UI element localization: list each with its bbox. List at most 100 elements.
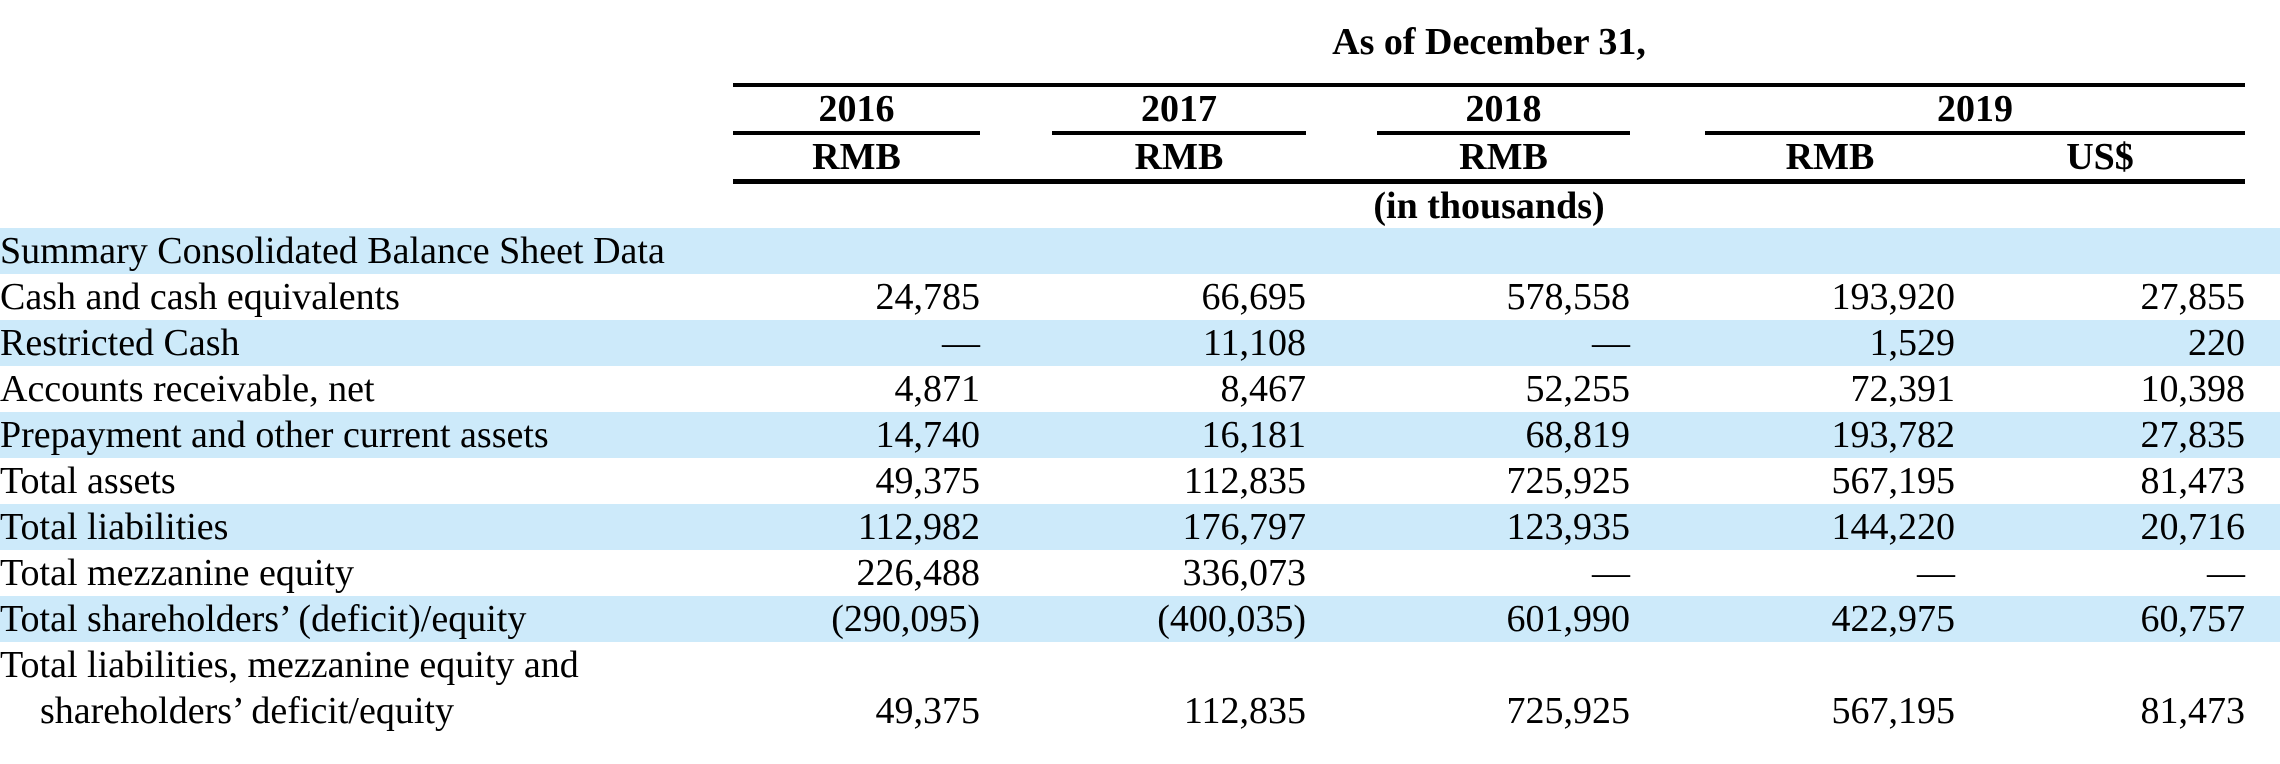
header-date-line: As of December 31, [733, 0, 2246, 87]
cell-value: 49,375 [875, 460, 981, 502]
year-column-2019: 2019 [1705, 85, 2246, 135]
cell-value: 10,398 [2140, 368, 2246, 410]
column-gap [1306, 320, 1377, 366]
cell-value: 226,488 [856, 552, 981, 594]
cell-value: 336,073 [1182, 552, 1307, 594]
row-label: Prepayment and other current assets [0, 412, 733, 458]
row-filler-cell [2245, 642, 2280, 734]
column-gap [1630, 412, 1705, 458]
column-gap [1306, 133, 1377, 184]
table-row-accounts-receivable: Accounts receivable, net 4,871 8,467 52,… [0, 366, 2280, 412]
unit-label-2019-rmb: RMB [1705, 133, 1955, 184]
table-row-total-shareholders-equity: Total shareholders’ (deficit)/equity (29… [0, 596, 2280, 642]
cell-value: 567,195 [1831, 460, 1956, 502]
column-gap [1630, 504, 1705, 550]
table-row-prepayment: Prepayment and other current assets 14,7… [0, 412, 2280, 458]
header-empty-cell [0, 0, 733, 85]
header-filler-cell [2245, 182, 2280, 229]
cell-value: 112,835 [1183, 460, 1306, 502]
header-filler-cell [2245, 0, 2280, 85]
scale-note: (in thousands) [1373, 185, 1605, 227]
cell-value: — [2207, 552, 2246, 594]
column-gap [1630, 133, 1705, 184]
cell-value: 27,855 [2140, 276, 2246, 318]
row-filler-cell [2245, 504, 2280, 550]
cell-value: 8,467 [1220, 368, 1307, 410]
column-gap [1306, 412, 1377, 458]
row-label: Total assets [0, 460, 176, 502]
cell-value: 193,782 [1705, 412, 1955, 458]
cell-value: — [1917, 552, 1955, 594]
section-title-row: Summary Consolidated Balance Sheet Data [0, 228, 2280, 274]
cell-value: — [1592, 552, 1630, 594]
row-filler-cell [2245, 320, 2280, 366]
row-label: Cash and cash equivalents [0, 276, 400, 318]
column-gap [1306, 366, 1377, 412]
cell-value: 725,925 [1506, 690, 1631, 732]
cell-value: 567,195 [1831, 690, 1956, 732]
cell-value: 112,835 [1183, 690, 1306, 732]
header-units-row: RMB RMB RMB RMB US$ [0, 133, 2280, 184]
cell-value: 578,558 [1506, 276, 1631, 318]
unit-label-2019-usd: US$ [1955, 133, 2246, 184]
row-filler-cell [2245, 550, 2280, 596]
header-empty-cell [0, 182, 733, 229]
row-label-line1: Total liabilities, mezzanine equity and [0, 644, 579, 686]
unit-label-2018-rmb: RMB [1377, 133, 1630, 184]
column-gap [980, 504, 1052, 550]
column-gap [1630, 85, 1705, 133]
column-gap [1306, 550, 1377, 596]
cell-value: (400,035) [1052, 596, 1306, 642]
column-gap [1306, 274, 1377, 320]
cell-value: 68,819 [1377, 412, 1630, 458]
column-gap [1306, 85, 1377, 133]
row-filler-cell [2245, 412, 2280, 458]
cell-value: 193,920 [1831, 276, 1956, 318]
balance-sheet-table: As of December 31, 2016 2017 2018 2019 R… [0, 0, 2280, 734]
column-gap [980, 85, 1052, 133]
column-gap [980, 642, 1052, 734]
cell-value: 4,871 [894, 368, 981, 410]
row-label: Accounts receivable, net [0, 368, 375, 410]
column-gap [1630, 550, 1705, 596]
cell-value: 220 [1955, 320, 2246, 366]
cell-value: 81,473 [2140, 690, 2246, 732]
column-gap [1306, 458, 1377, 504]
cell-value: 66,695 [1201, 276, 1307, 318]
header-date-row: As of December 31, [0, 0, 2280, 87]
row-filler-cell [2245, 274, 2280, 320]
year-column-2018: 2018 [1377, 85, 1630, 135]
cell-value: 123,935 [1377, 504, 1630, 550]
row-label: Total liabilities [0, 504, 733, 550]
table-row-total-liabilities: Total liabilities 112,982 176,797 123,93… [0, 504, 2280, 550]
row-label: Total mezzanine equity [0, 552, 354, 594]
column-gap [980, 366, 1052, 412]
cell-value: 11,108 [1052, 320, 1306, 366]
cell-value: 1,529 [1705, 320, 1955, 366]
cell-value: 49,375 [875, 690, 981, 732]
column-gap [1630, 320, 1705, 366]
row-filler-cell [2245, 596, 2280, 642]
header-empty-cell [0, 85, 733, 133]
row-label: Total liabilities, mezzanine equity and … [0, 642, 733, 734]
column-gap [1630, 458, 1705, 504]
row-filler-cell [2245, 366, 2280, 412]
column-gap [980, 412, 1052, 458]
header-empty-cell [0, 133, 733, 182]
cell-value: 725,925 [1506, 460, 1631, 502]
table-row-total-mezzanine-equity: Total mezzanine equity 226,488 336,073 —… [0, 550, 2280, 596]
cell-value: 81,473 [2140, 460, 2246, 502]
column-gap [1630, 642, 1705, 734]
table-row-cash: Cash and cash equivalents 24,785 66,695 … [0, 274, 2280, 320]
cell-value: 16,181 [1052, 412, 1306, 458]
column-gap [980, 596, 1052, 642]
cell-value: 27,835 [1955, 412, 2246, 458]
cell-value: 176,797 [1052, 504, 1306, 550]
header-filler-cell [2245, 85, 2280, 133]
section-title: Summary Consolidated Balance Sheet Data [0, 228, 2280, 274]
cell-value: 20,716 [1955, 504, 2246, 550]
cell-value: 112,982 [733, 504, 980, 550]
unit-label-2017-rmb: RMB [1052, 133, 1306, 184]
year-column-2017: 2017 [1052, 85, 1306, 135]
